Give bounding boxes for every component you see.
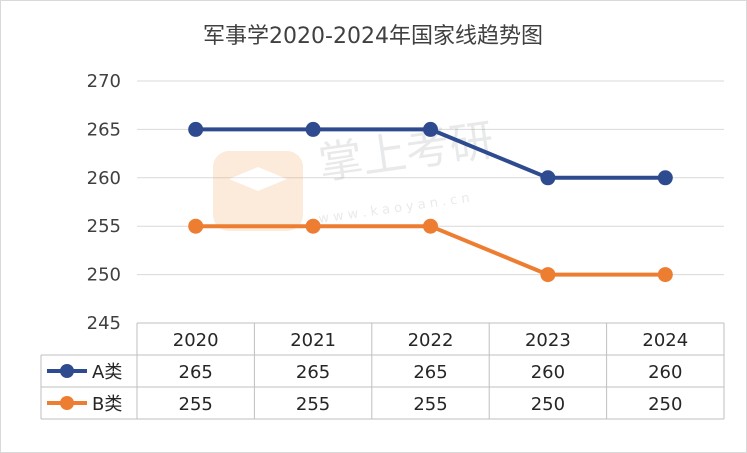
- data-label: 260: [531, 362, 565, 383]
- data-label: 250: [648, 394, 682, 415]
- data-point: [423, 218, 438, 234]
- x-tick-label: 2020: [173, 330, 219, 351]
- x-tick-label: 2024: [642, 330, 688, 351]
- data-point: [657, 170, 673, 186]
- y-tick-label: 250: [87, 265, 121, 286]
- series-points: [188, 121, 673, 283]
- y-tick-label: 270: [87, 71, 121, 92]
- legend-marker: [60, 364, 74, 378]
- data-label: 265: [296, 362, 330, 383]
- data-point: [305, 218, 321, 234]
- y-tick-label: 260: [87, 168, 121, 189]
- data-point: [540, 267, 556, 283]
- chart-title: 军事学2020-2024年国家线趋势图: [203, 24, 543, 49]
- y-tick-label: 255: [87, 216, 121, 237]
- data-label: 255: [413, 394, 447, 415]
- data-table: 2020 2021 2022 2023 2024 A类 265 265 265 260 260 B类 2…: [40, 322, 725, 420]
- graduation-cap-icon: [229, 167, 287, 191]
- data-label: 255: [296, 394, 330, 415]
- y-tick-labels: 245 250 255 260 265 270: [87, 71, 121, 334]
- data-label: 260: [648, 362, 682, 383]
- data-point: [188, 218, 204, 234]
- data-point: [305, 121, 321, 137]
- watermark: 掌上考研 w w w . k a o y a n . c n: [213, 115, 497, 231]
- x-tick-label: 2022: [408, 330, 454, 351]
- legend-marker: [60, 396, 74, 410]
- data-label: 265: [179, 362, 213, 383]
- x-tick-label: 2021: [290, 330, 336, 351]
- y-tick-label: 245: [87, 313, 121, 334]
- x-tick-label: 2023: [525, 330, 571, 351]
- legend-label: B类: [92, 394, 122, 415]
- data-label: 255: [179, 394, 213, 415]
- data-label: 250: [531, 394, 565, 415]
- data-point: [423, 121, 438, 137]
- watermark-logo-icon: [213, 151, 303, 231]
- data-point: [657, 267, 673, 283]
- data-point: [540, 170, 556, 186]
- y-tick-label: 265: [87, 119, 121, 140]
- watermark-brand: 掌上考研: [315, 115, 496, 190]
- legend-label: A类: [92, 362, 122, 383]
- data-point: [188, 121, 204, 137]
- watermark-url: w w w . k a o y a n . c n: [317, 191, 470, 227]
- data-label: 265: [413, 362, 447, 383]
